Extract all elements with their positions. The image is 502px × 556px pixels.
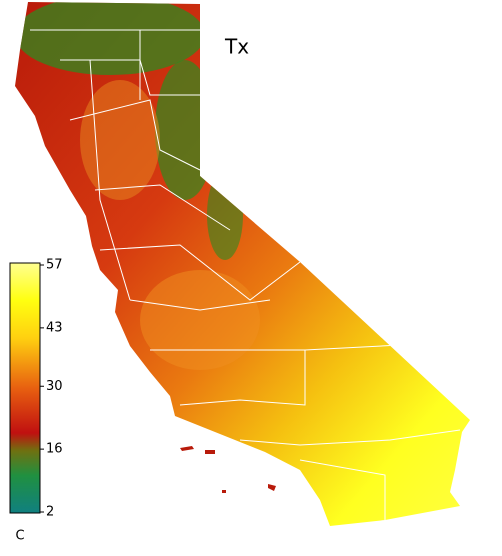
colorbar-tick-label: 43 <box>46 320 63 335</box>
colorbar-tick-label: 2 <box>46 505 54 520</box>
colorbar-ticks: 57 43 30 16 2 <box>40 258 63 520</box>
state-map <box>15 2 470 526</box>
colorbar-tick-label: 57 <box>46 258 63 273</box>
colorbar <box>9 262 41 514</box>
colorbar-tick-label: 16 <box>46 442 63 457</box>
county-lines <box>30 29 461 520</box>
islands <box>180 446 276 493</box>
colorbar-unit: C <box>15 529 24 544</box>
state-shape <box>15 2 470 526</box>
map-title: Tx <box>224 35 249 59</box>
colorbar-tick-label: 30 <box>46 379 63 394</box>
